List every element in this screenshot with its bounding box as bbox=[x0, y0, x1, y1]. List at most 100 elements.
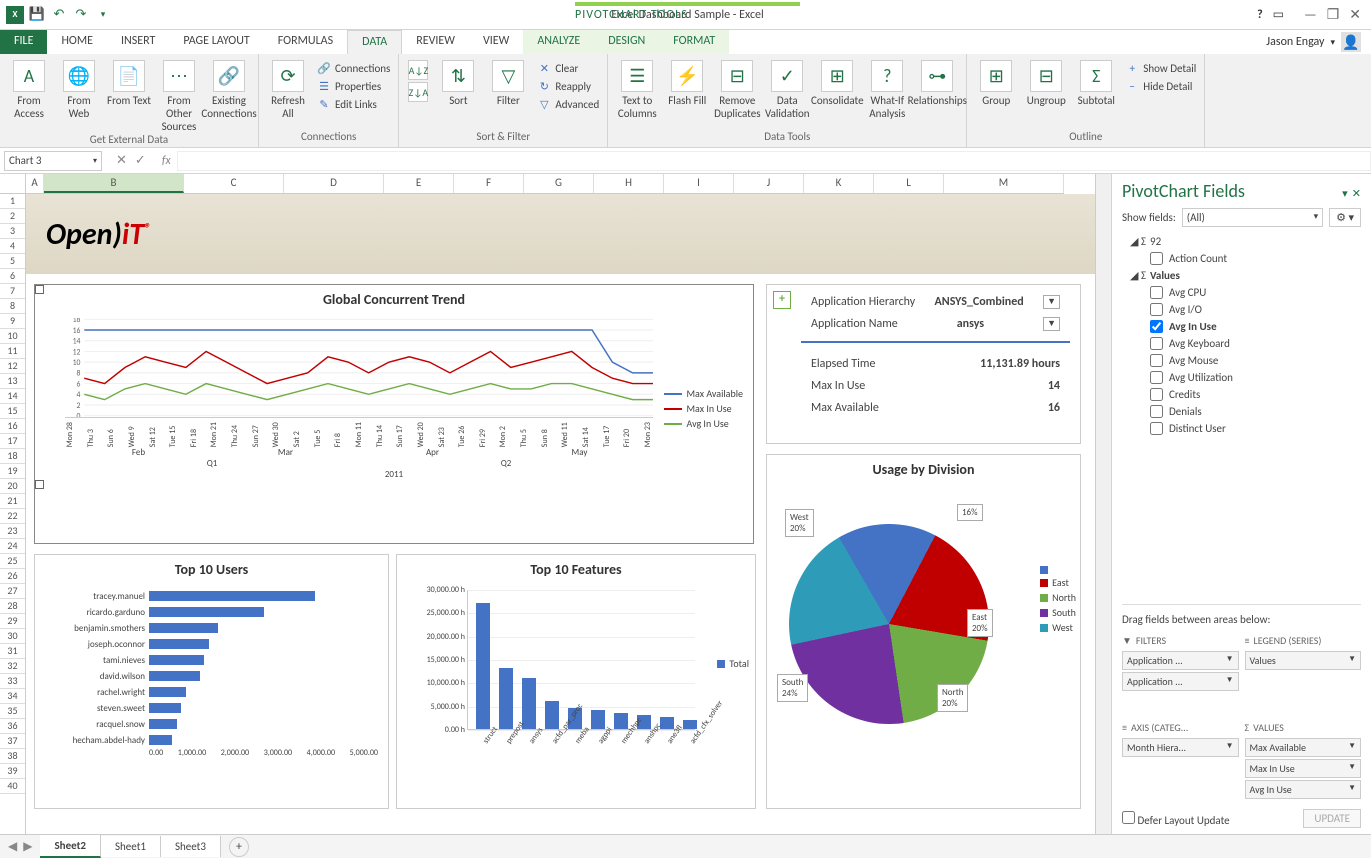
field-checkbox[interactable] bbox=[1150, 422, 1163, 435]
row-header[interactable]: 37 bbox=[0, 734, 25, 749]
field-item[interactable]: Avg Keyboard bbox=[1122, 335, 1361, 352]
chart-top-10-features[interactable]: Top 10 Features 0.00 h5,000.00 h10,000.0… bbox=[396, 554, 756, 809]
sheet-nav-next-icon[interactable]: ▶ bbox=[23, 839, 32, 854]
row-header[interactable]: 8 bbox=[0, 299, 25, 314]
row-header[interactable]: 3 bbox=[0, 224, 25, 239]
field-item[interactable]: Avg Mouse bbox=[1122, 352, 1361, 369]
chart-top-10-users[interactable]: Top 10 Users tracey.manuelricardo.gardun… bbox=[34, 554, 389, 809]
row-header[interactable]: 4 bbox=[0, 239, 25, 254]
minimize-icon[interactable]: — bbox=[1304, 6, 1317, 23]
tab-format[interactable]: FORMAT bbox=[659, 30, 729, 54]
customize-qat-icon[interactable]: ▾ bbox=[94, 6, 112, 24]
field-action-count[interactable]: Action Count bbox=[1122, 250, 1361, 267]
field-group-values[interactable]: ◢ Σ Values bbox=[1122, 267, 1361, 284]
filter-icon[interactable]: ▼ bbox=[1043, 317, 1060, 331]
row-header[interactable]: 29 bbox=[0, 614, 25, 629]
column-header[interactable]: F bbox=[454, 174, 524, 193]
field-checkbox[interactable] bbox=[1150, 320, 1163, 333]
relationships-button[interactable]: ⊶Relationships bbox=[914, 60, 960, 107]
column-header[interactable]: J bbox=[734, 174, 804, 193]
column-header[interactable]: I bbox=[664, 174, 734, 193]
show-detail-button[interactable]: +Show Detail bbox=[1123, 60, 1198, 76]
sheet-nav-prev-icon[interactable]: ◀ bbox=[8, 839, 17, 854]
field-item[interactable]: Avg CPU bbox=[1122, 284, 1361, 301]
maximize-icon[interactable]: ❐ bbox=[1327, 6, 1340, 23]
edit-links-button[interactable]: ✎Edit Links bbox=[315, 96, 392, 112]
row-header[interactable]: 13 bbox=[0, 374, 25, 389]
column-header[interactable]: K bbox=[804, 174, 874, 193]
hide-detail-button[interactable]: −Hide Detail bbox=[1123, 78, 1198, 94]
row-header[interactable]: 12 bbox=[0, 359, 25, 374]
pane-close-icon[interactable]: ✕ bbox=[1352, 187, 1361, 200]
row-header[interactable]: 31 bbox=[0, 644, 25, 659]
tab-formulas[interactable]: FORMULAS bbox=[264, 30, 347, 54]
tab-view[interactable]: VIEW bbox=[469, 30, 523, 54]
text-to-columns-button[interactable]: ☰Text to Columns bbox=[614, 60, 660, 120]
tab-review[interactable]: REVIEW bbox=[402, 30, 469, 54]
close-icon[interactable]: ✕ bbox=[1349, 6, 1361, 23]
row-header[interactable]: 17 bbox=[0, 434, 25, 449]
row-header[interactable]: 26 bbox=[0, 569, 25, 584]
row-header[interactable]: 28 bbox=[0, 599, 25, 614]
row-header[interactable]: 14 bbox=[0, 389, 25, 404]
row-header[interactable]: 27 bbox=[0, 584, 25, 599]
field-item[interactable]: Avg In Use bbox=[1122, 318, 1361, 335]
tab-insert[interactable]: INSERT bbox=[107, 30, 169, 54]
row-header[interactable]: 34 bbox=[0, 689, 25, 704]
tab-page-layout[interactable]: PAGE LAYOUT bbox=[169, 30, 263, 54]
area-item[interactable]: Values▼ bbox=[1245, 651, 1362, 670]
column-header[interactable]: L bbox=[874, 174, 944, 193]
excel-icon[interactable]: X bbox=[6, 6, 24, 24]
area-item[interactable]: Application ...▼ bbox=[1122, 672, 1239, 691]
select-all-cell[interactable] bbox=[0, 174, 26, 194]
row-header[interactable]: 15 bbox=[0, 404, 25, 419]
row-header[interactable]: 7 bbox=[0, 284, 25, 299]
help-icon[interactable]: ? bbox=[1257, 8, 1263, 22]
area-item[interactable]: Max Available▼ bbox=[1245, 738, 1362, 757]
column-header[interactable]: C bbox=[184, 174, 284, 193]
from-web-button[interactable]: 🌐From Web bbox=[56, 60, 102, 120]
field-checkbox[interactable] bbox=[1150, 388, 1163, 401]
from-text-button[interactable]: 📄From Text bbox=[106, 60, 152, 107]
row-header[interactable]: 35 bbox=[0, 704, 25, 719]
name-box[interactable]: Chart 3▾ bbox=[4, 151, 102, 171]
row-header[interactable]: 24 bbox=[0, 539, 25, 554]
flash-fill-button[interactable]: ⚡Flash Fill bbox=[664, 60, 710, 107]
row-header[interactable]: 10 bbox=[0, 329, 25, 344]
field-item[interactable]: Credits bbox=[1122, 386, 1361, 403]
field-checkbox[interactable] bbox=[1150, 252, 1163, 265]
row-header[interactable]: 36 bbox=[0, 719, 25, 734]
tab-file[interactable]: FILE bbox=[0, 30, 47, 54]
subtotal-button[interactable]: ΣSubtotal bbox=[1073, 60, 1119, 107]
row-header[interactable]: 30 bbox=[0, 629, 25, 644]
filter-button[interactable]: ▽Filter bbox=[485, 60, 531, 107]
row-header[interactable]: 21 bbox=[0, 494, 25, 509]
field-checkbox[interactable] bbox=[1150, 354, 1163, 367]
advanced-button[interactable]: ▽Advanced bbox=[535, 96, 601, 112]
data-validation-button[interactable]: ✓Data Validation bbox=[764, 60, 810, 120]
consolidate-button[interactable]: ⊞Consolidate bbox=[814, 60, 860, 107]
sheet-tab-sheet2[interactable]: Sheet2 bbox=[40, 835, 101, 858]
field-item[interactable]: Distinct User bbox=[1122, 420, 1361, 437]
reapply-button[interactable]: ↻Reapply bbox=[535, 78, 601, 94]
column-header[interactable]: A bbox=[26, 174, 44, 193]
enter-formula-icon[interactable]: ✓ bbox=[135, 153, 146, 168]
formula-input[interactable] bbox=[177, 151, 1371, 171]
field-group-92[interactable]: ◢ Σ 92 bbox=[1122, 233, 1361, 250]
filter-icon[interactable]: ▼ bbox=[1043, 295, 1060, 309]
column-header[interactable]: E bbox=[384, 174, 454, 193]
ribbon-display-icon[interactable]: ▭ bbox=[1273, 7, 1284, 22]
area-item[interactable]: Avg In Use▼ bbox=[1245, 780, 1362, 799]
column-header[interactable]: G bbox=[524, 174, 594, 193]
field-item[interactable]: Avg Utilization bbox=[1122, 369, 1361, 386]
row-header[interactable]: 38 bbox=[0, 749, 25, 764]
row-header[interactable]: 32 bbox=[0, 659, 25, 674]
tab-design[interactable]: DESIGN bbox=[594, 30, 659, 54]
fx-icon[interactable]: fx bbox=[156, 154, 177, 168]
add-sheet-button[interactable]: + bbox=[229, 837, 249, 857]
from-other-button[interactable]: ⋯From Other Sources bbox=[156, 60, 202, 133]
sort-button[interactable]: ⇅Sort bbox=[435, 60, 481, 107]
row-header[interactable]: 20 bbox=[0, 479, 25, 494]
row-header[interactable]: 16 bbox=[0, 419, 25, 434]
area-item[interactable]: Month Hiera...▼ bbox=[1122, 738, 1239, 757]
